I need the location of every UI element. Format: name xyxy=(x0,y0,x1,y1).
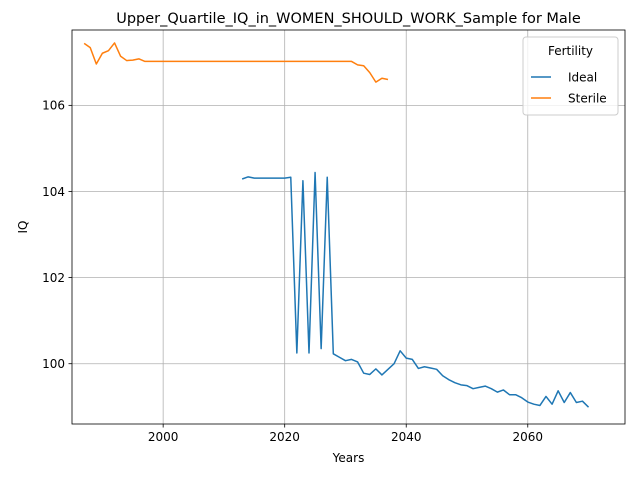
x-tick-label: 2000 xyxy=(148,430,179,444)
legend-title: Fertility xyxy=(548,44,593,58)
y-tick-label: 106 xyxy=(42,99,65,113)
x-axis-label: Years xyxy=(332,451,365,465)
y-tick-label: 104 xyxy=(42,185,65,199)
axis-ticks: 2000 2020 2040 2060 100 102 104 106 xyxy=(42,99,543,444)
legend-box xyxy=(522,36,619,116)
series-line-ideal xyxy=(241,171,590,408)
legend: Fertility Ideal Sterile xyxy=(522,36,619,116)
x-tick-label: 2060 xyxy=(512,430,543,444)
legend-items: Ideal Sterile xyxy=(531,70,607,105)
y-axis-label: IQ xyxy=(16,221,30,234)
legend-label-ideal: Ideal xyxy=(568,70,597,84)
series-line-sterile xyxy=(83,42,389,83)
x-tick-label: 2040 xyxy=(391,430,422,444)
x-tick-label: 2020 xyxy=(269,430,300,444)
legend-label-sterile: Sterile xyxy=(568,91,607,105)
series-lines xyxy=(83,42,590,408)
plot-frame xyxy=(71,29,626,425)
y-tick-label: 100 xyxy=(42,357,65,371)
y-tick-label: 102 xyxy=(42,271,65,285)
chart-title: Upper_Quartile_IQ_in_WOMEN_SHOULD_WORK_S… xyxy=(116,11,581,27)
